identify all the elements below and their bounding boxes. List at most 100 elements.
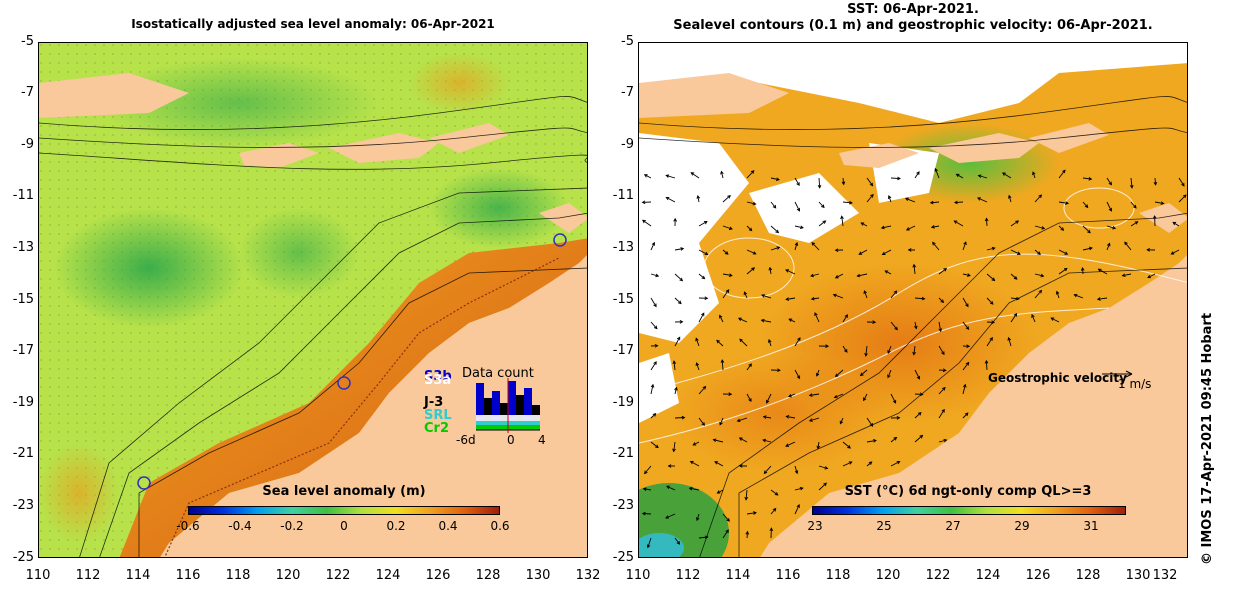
velocity-arrow [1122,273,1132,277]
velocity-arrow-head [720,170,724,175]
velocity-arrow [674,248,684,251]
velocity-arrow-head [841,181,846,186]
velocity-arrow [698,221,708,227]
velocity-arrow-head [728,273,733,278]
velocity-arrow-head [848,461,853,465]
data-count-title: Data count [462,366,534,381]
velocity-arrow-head [689,461,694,465]
velocity-arrow [674,417,685,419]
velocity-arrow-head [810,296,815,301]
sst-tick-label: 29 [1014,519,1030,533]
velocity-arrow-head [654,343,659,348]
velocity-arrow-head [904,197,909,201]
velocity-arrow-head [794,241,799,246]
velocity-arrow-head [863,397,867,402]
velocity-arrow-head [760,294,765,298]
velocity-arrow-head [859,372,864,377]
velocity-arrow-head [738,437,743,441]
velocity-arrow-head [796,375,801,380]
velocity-arrow [722,273,732,277]
velocity-arrow-head [752,251,757,255]
velocity-arrow-head [726,517,730,522]
island-land [839,143,919,168]
velocity-arrow [914,412,922,419]
velocity-arrow-head [769,527,774,532]
velocity-arrow-head [1146,248,1151,252]
velocity-arrow [746,170,755,179]
sst-colorbar [812,506,1126,515]
island-land [429,123,509,153]
velocity-arrow-head [728,392,733,396]
sea-level-contours [639,187,1187,444]
velocity-arrow-head [1015,220,1020,224]
velocity-arrow-head [896,460,901,465]
velocity-arrow [1034,194,1042,203]
velocity-arrow-head [917,411,922,416]
velocity-arrow [938,439,947,443]
velocity-arrow-head [688,486,693,491]
velocity-arrow [786,297,796,300]
velocity-arrow [746,225,753,231]
velocity-arrow-head [1121,273,1126,278]
velocity-arrow [762,439,772,443]
lat-label: -13 [12,240,34,255]
velocity-arrow [761,294,772,299]
velocity-arrow [890,290,897,299]
velocity-arrow [1106,243,1111,251]
velocity-arrow [695,338,700,347]
velocity-arrow-head [932,241,936,246]
velocity-arrow [1058,169,1066,179]
velocity-arrow [1130,201,1137,209]
velocity-arrow-head [965,361,970,366]
velocity-arrow [770,201,777,209]
velocity-arrow [650,361,657,371]
velocity-arrow [763,465,772,474]
lon-label: 118 [825,568,851,583]
velocity-arrow [794,465,798,474]
java-land [39,73,189,118]
velocity-arrow [986,247,995,251]
velocity-arrow [1058,201,1069,204]
velocity-arrow [818,482,827,491]
velocity-arrow [938,387,946,395]
sst-tick-label: 25 [876,519,892,533]
velocity-arrow-head [643,470,648,475]
sla-tick-label: -0.2 [280,519,304,533]
velocity-arrow-head [1062,169,1066,174]
velocity-arrow [717,489,724,494]
lat-label: -11 [12,188,34,203]
velocity-arrow [1050,317,1060,323]
velocity-arrow-head [934,167,938,172]
velocity-arrow-head [1096,297,1101,301]
velocity-arrow [673,441,676,452]
sst-tick-label: 27 [945,519,961,533]
lat-label: -15 [612,292,634,307]
island-land [1029,123,1109,153]
lon-label: 114 [125,568,151,583]
velocity-arrow [954,201,964,204]
velocity-arrow-head [989,301,994,305]
velocity-arrow-head [788,394,792,398]
velocity-arrow [1171,249,1180,255]
velocity-arrow [932,242,940,251]
velocity-arrow [835,273,844,279]
velocity-arrow-head [667,464,672,468]
velocity-arrow-head [1008,194,1012,199]
velocity-arrow-head [1016,251,1021,255]
velocity-arrow-head [966,273,971,277]
velocity-arrow-head [897,176,901,181]
velocity-arrow [674,337,681,347]
velocity-arrow-head [1108,181,1112,186]
velocity-arrow-head [642,487,647,491]
velocity-arrow-head [641,200,646,205]
velocity-arrow-head [840,215,844,220]
velocity-arrow-head [1133,204,1137,209]
lat-label: -23 [12,498,34,513]
velocity-arrow [890,437,897,443]
velocity-arrow-head [887,195,892,199]
velocity-arrow [1130,221,1138,227]
right-map-title-line1: SST: 06-Apr-2021. [847,2,979,17]
velocity-arrow [794,487,803,491]
lat-label: -13 [612,240,634,255]
velocity-arrow [1074,294,1084,299]
